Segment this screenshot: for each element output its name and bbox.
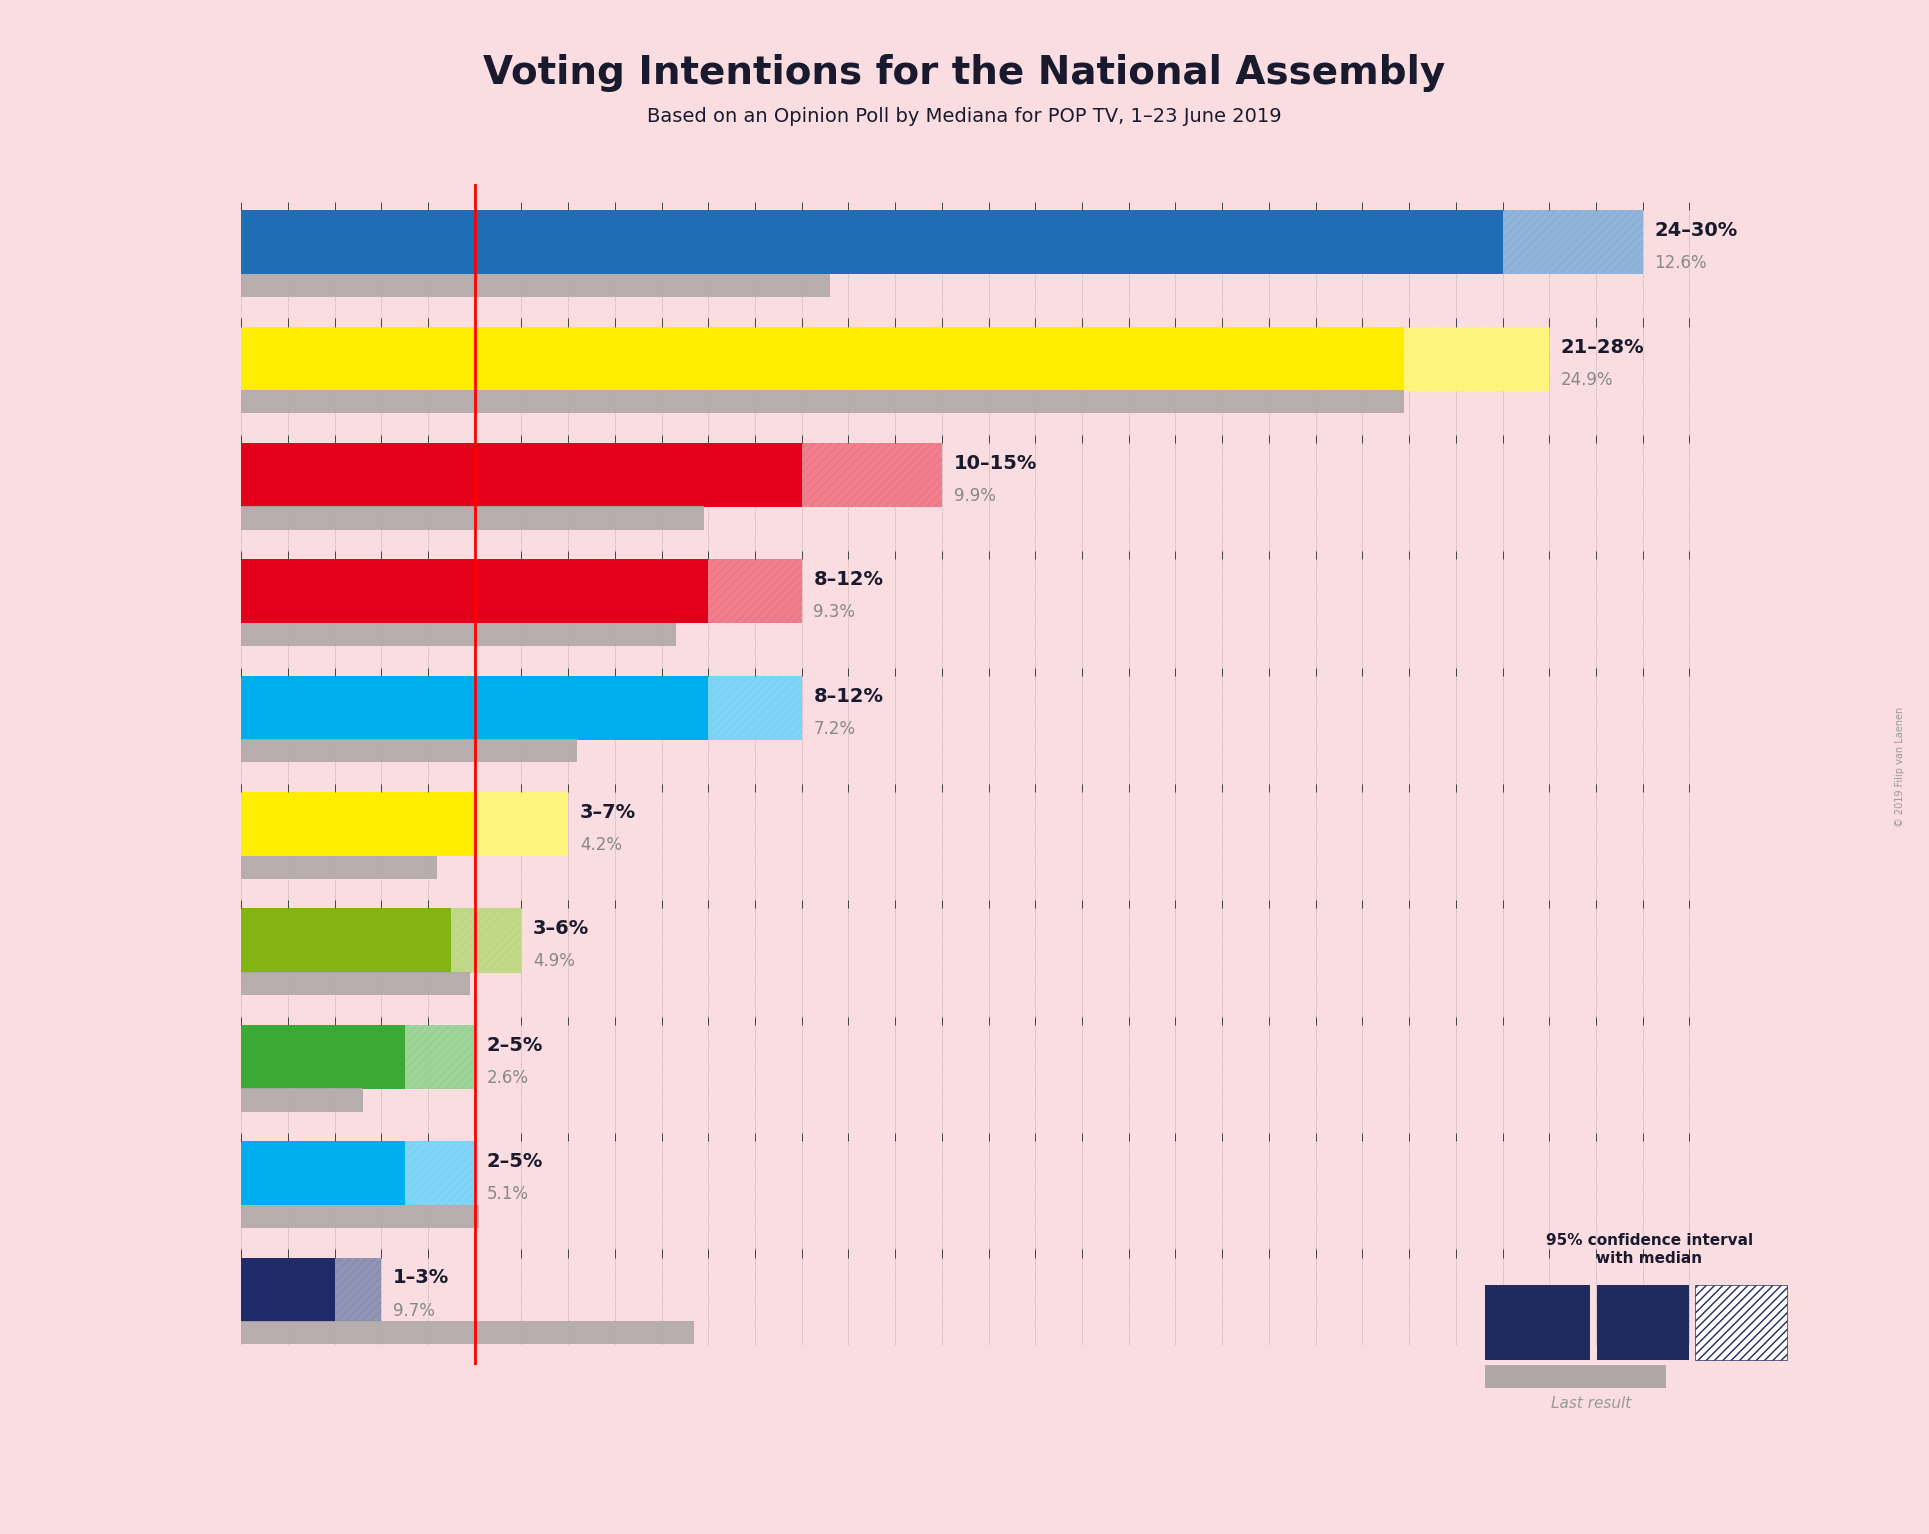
Bar [475,792,569,856]
Bar [241,676,802,739]
Text: 2.6%: 2.6% [486,1069,529,1086]
Text: 12.6%: 12.6% [1655,255,1707,272]
Text: Last result: Last result [1551,1396,1632,1411]
Bar [615,676,708,739]
Bar [708,560,802,623]
Bar [382,792,475,856]
Bar [802,443,941,508]
Bar [241,273,829,298]
Text: 9.7%: 9.7% [394,1301,434,1319]
Text: 95% confidence interval
with median: 95% confidence interval with median [1545,1233,1753,1266]
Bar [241,908,382,973]
Bar [451,908,521,973]
Bar [475,792,569,856]
Text: 8–12%: 8–12% [814,571,883,589]
Text: 24.9%: 24.9% [1561,371,1613,388]
Text: 9.9%: 9.9% [953,486,995,505]
Bar [708,676,802,739]
Bar [334,1141,405,1206]
Bar [405,1141,475,1206]
Text: 24–30%: 24–30% [1655,221,1738,241]
Bar [241,327,1549,391]
Bar [241,327,1223,391]
Bar [241,1321,694,1344]
Bar [334,1258,382,1322]
Bar [334,1025,405,1089]
Bar [241,560,615,623]
Bar [241,856,438,879]
Bar [405,1025,475,1089]
Bar [241,210,1362,275]
Bar [241,1141,334,1206]
Bar [1404,327,1549,391]
Bar [241,908,521,973]
Text: Voting Intentions for the National Assembly: Voting Intentions for the National Assem… [484,54,1445,92]
Bar [1404,327,1549,391]
Bar [451,908,521,973]
Bar [241,739,577,762]
Text: 21–28%: 21–28% [1561,337,1645,356]
Bar [802,443,941,508]
Bar [241,973,471,996]
Bar [708,676,802,739]
Bar [241,623,675,646]
Bar [405,1141,475,1206]
Bar [1223,327,1404,391]
Bar [382,908,451,973]
Text: 10–15%: 10–15% [953,454,1038,472]
Bar [241,792,382,856]
Bar [1362,210,1503,275]
Bar [241,1258,287,1322]
Bar [241,210,1644,275]
Text: 8–12%: 8–12% [814,687,883,706]
Bar [1597,1285,1688,1359]
Text: 2–5%: 2–5% [486,1152,542,1170]
Bar [241,560,802,623]
Text: © 2019 Filip van Laenen: © 2019 Filip van Laenen [1894,707,1906,827]
Text: 7.2%: 7.2% [814,719,855,738]
Bar [405,1025,475,1089]
Bar [241,792,569,856]
Text: 4.9%: 4.9% [532,953,575,971]
Text: Based on an Opinion Poll by Mediana for POP TV, 1–23 June 2019: Based on an Opinion Poll by Mediana for … [648,107,1281,126]
Bar [1696,1285,1786,1359]
Text: 4.2%: 4.2% [581,836,621,854]
Text: 3–6%: 3–6% [532,919,590,939]
Text: 9.3%: 9.3% [814,603,855,621]
Bar [708,560,802,623]
Bar [241,676,615,739]
Bar [241,1204,480,1227]
Text: 3–7%: 3–7% [581,802,637,822]
Bar [241,1258,382,1322]
Bar [241,1025,334,1089]
Bar [241,506,704,529]
Bar [241,1141,475,1206]
Bar [708,443,802,508]
Bar [334,1258,382,1322]
Bar [241,443,708,508]
Bar [1503,210,1644,275]
Text: 5.1%: 5.1% [486,1186,529,1203]
Bar [1485,1365,1667,1388]
Bar [1503,210,1644,275]
Bar [241,443,941,508]
Bar [241,390,1404,413]
Bar [1485,1285,1589,1359]
Bar [615,560,708,623]
Bar [241,1088,363,1112]
Text: 1–3%: 1–3% [394,1269,449,1287]
Text: 2–5%: 2–5% [486,1035,542,1055]
Bar [241,1025,475,1089]
Bar [287,1258,334,1322]
